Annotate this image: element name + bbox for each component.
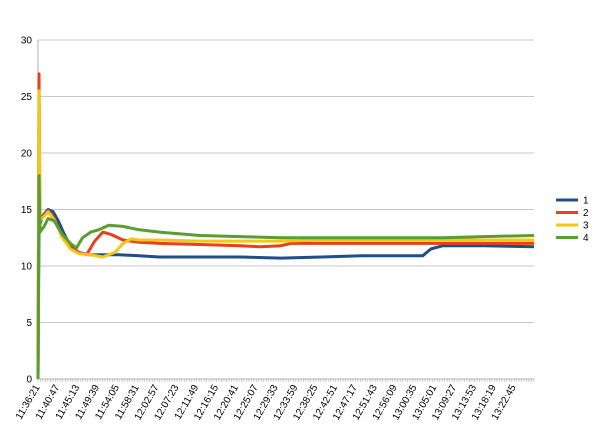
y-tick-labels: 0 5 10 15 20 25 30 [21, 36, 33, 386]
y-tick-label: 30 [21, 36, 33, 47]
axes [37, 40, 535, 382]
y-tick-label: 0 [26, 375, 32, 386]
series-line-4 [36, 174, 535, 380]
series-line-3 [36, 89, 534, 380]
series-lines [36, 72, 535, 380]
gridlines [38, 39, 534, 380]
legend: 12 34 [556, 196, 589, 244]
x-tick-labels: 11:36:2111:40:4711:45:1311:49:3911:54:05… [14, 383, 519, 423]
series-line-1 [36, 208, 535, 380]
legend-label-2: 2 [583, 208, 589, 219]
legend-label-4: 4 [583, 233, 589, 244]
y-tick-label: 15 [21, 205, 33, 216]
y-tick-label: 10 [21, 262, 33, 273]
legend-label-1: 1 [583, 196, 589, 207]
legend-label-3: 3 [583, 221, 589, 232]
y-tick-label: 20 [21, 149, 33, 160]
y-tick-label: 25 [21, 92, 33, 103]
y-tick-label: 5 [26, 318, 32, 329]
